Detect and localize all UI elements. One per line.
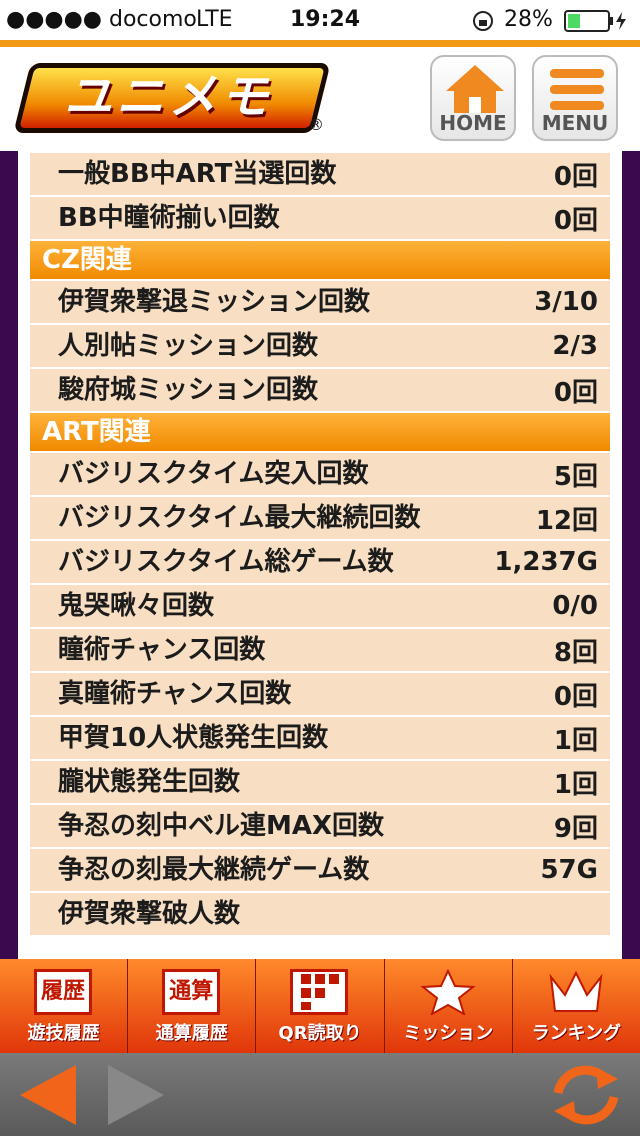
stat-value: 2/3 (552, 331, 598, 361)
tab-icon (547, 969, 605, 1015)
forward-button[interactable] (108, 1065, 164, 1125)
stat-row: 真瞳術チャンス回数 0回 (30, 673, 610, 715)
back-button[interactable] (20, 1065, 76, 1125)
qr-icon (301, 974, 340, 1010)
stat-label: 一般BB中ART当選回数 (58, 159, 337, 189)
browser-toolbar (0, 1053, 640, 1136)
stat-row: BB中瞳術揃い回数 0回 (30, 197, 610, 239)
logo[interactable]: ユニメモ (13, 63, 331, 133)
stat-row: 一般BB中ART当選回数 0回 (30, 153, 610, 195)
status-bar: ●●●●● docomo LTE 19:24 28% (0, 0, 640, 40)
stat-label: 瞳術チャンス回数 (58, 635, 266, 665)
tab-icon: 履歴 (34, 969, 92, 1015)
battery-icon (564, 10, 626, 32)
stat-label: バジリスクタイム総ゲーム数 (58, 547, 394, 577)
stat-label: 争忍の刻最大継続ゲーム数 (58, 855, 370, 885)
section-header: CZ関連 (30, 241, 610, 279)
tab-icon (290, 969, 349, 1015)
stat-label: 争忍の刻中ベル連MAX回数 (58, 811, 385, 841)
crown-icon (549, 970, 603, 1012)
lock-icon (473, 11, 493, 31)
stat-row: バジリスクタイム突入回数 5回 (30, 453, 610, 495)
content: 一般BB中ART当選回数 0回 BB中瞳術揃い回数 0回 CZ関連 伊賀衆撃退ミッション回… (0, 151, 640, 959)
stat-label: 朧状態発生回数 (58, 767, 241, 797)
header: ユニメモ ® HOME MENU (0, 47, 640, 151)
tab-icon (419, 968, 477, 1017)
logo-mark: ® (308, 115, 324, 134)
stat-label: バジリスクタイム最大継続回数 (58, 503, 421, 533)
time: 19:24 (290, 7, 361, 32)
button-label: HOME (439, 111, 507, 135)
tab-item[interactable]: QR読取り (256, 959, 384, 1053)
stat-value: 0回 (553, 205, 598, 236)
tab-label: 遊技履歴 (27, 1023, 100, 1044)
stat-label: バジリスクタイム突入回数 (58, 459, 369, 489)
stat-row: 朧状態発生回数 1回 (30, 761, 610, 803)
stat-row: バジリスクタイム総ゲーム数 1,237G (30, 541, 610, 583)
carrier: ●●●●● docomo (6, 7, 197, 32)
stat-value: 5回 (553, 461, 598, 492)
stat-row: 争忍の刻中ベル連MAX回数 9回 (30, 805, 610, 847)
stat-value: 57G (540, 855, 598, 885)
stat-label: 駿府城ミッション回数 (58, 375, 319, 405)
stat-value: 8回 (553, 637, 598, 668)
stat-label: BB中瞳術揃い回数 (58, 203, 280, 233)
tab-label: 通算履歴 (155, 1023, 228, 1044)
stat-row: 甲賀10人状態発生回数 1回 (30, 717, 610, 759)
battery: 28% (504, 7, 553, 32)
header-stripe (0, 40, 640, 47)
tab-label: ランキング (531, 1023, 622, 1044)
stat-value: 0回 (553, 377, 598, 408)
tab-item[interactable]: ランキング (512, 959, 640, 1053)
stat-label: 甲賀10人状態発生回数 (58, 723, 329, 753)
stat-label: 鬼哭啾々回数 (58, 591, 215, 621)
tab-item[interactable]: 通算 通算履歴 (128, 959, 256, 1053)
stat-value: 3/10 (534, 287, 598, 317)
menu-button[interactable]: MENU (532, 55, 618, 141)
stat-row: 伊賀衆撃破人数 (30, 893, 610, 935)
tab-label: ミッション (403, 1023, 494, 1044)
stat-value: 9回 (553, 813, 598, 844)
menu-icon (550, 69, 604, 110)
tab-icon: 通算 (162, 969, 221, 1015)
stat-row: 伊賀衆撃退ミッション回数 3/10 (30, 281, 610, 323)
stat-value: 0/0 (552, 591, 598, 621)
section-header: ART関連 (30, 413, 610, 451)
tab-item[interactable]: 履歴 遊技履歴 (0, 959, 128, 1053)
tab-label: QR読取り (278, 1023, 362, 1044)
stat-value: 1,237G (494, 547, 598, 577)
stat-row: 駿府城ミッション回数 0回 (30, 369, 610, 411)
star-icon (419, 968, 476, 1017)
home-icon (446, 65, 504, 113)
stat-label: 真瞳術チャンス回数 (58, 679, 292, 709)
stat-row: バジリスクタイム最大継続回数 12回 (30, 497, 610, 539)
button-label: MENU (541, 111, 609, 135)
stats-list: 一般BB中ART当選回数 0回 BB中瞳術揃い回数 0回 CZ関連 伊賀衆撃退ミッション回… (18, 151, 622, 959)
stat-row: 鬼哭啾々回数 0/0 (30, 585, 610, 627)
tab-bar: 履歴 遊技履歴 通算 通算履歴 QR読取り ミッション ランキング (0, 959, 640, 1053)
tab-item[interactable]: ミッション (384, 959, 512, 1053)
stat-value: 1回 (553, 725, 598, 756)
stat-value: 0回 (553, 681, 598, 712)
stat-label: 伊賀衆撃破人数 (58, 899, 241, 929)
stat-value: 1回 (553, 769, 598, 800)
stat-row: 争忍の刻最大継続ゲーム数 57G (30, 849, 610, 891)
home-button[interactable]: HOME (430, 55, 516, 141)
stat-row: 瞳術チャンス回数 8回 (30, 629, 610, 671)
stat-label: 人別帖ミッション回数 (58, 331, 319, 361)
stat-row: 人別帖ミッション回数 2/3 (30, 325, 610, 367)
stat-label: 伊賀衆撃退ミッション回数 (58, 287, 371, 317)
stat-value: 12回 (535, 505, 598, 536)
toolbar-icons (20, 1065, 619, 1125)
network: LTE (196, 7, 233, 32)
stat-value: 0回 (553, 161, 598, 192)
